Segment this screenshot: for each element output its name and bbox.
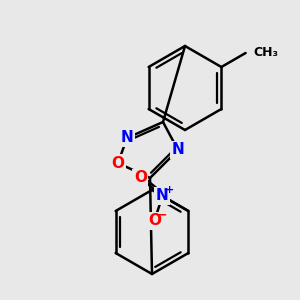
Text: O: O bbox=[134, 170, 147, 185]
Text: O: O bbox=[112, 155, 124, 170]
Text: N: N bbox=[172, 142, 184, 158]
Text: +: + bbox=[165, 185, 174, 195]
Text: CH₃: CH₃ bbox=[254, 46, 279, 59]
Text: O: O bbox=[148, 214, 161, 229]
Text: −: − bbox=[157, 208, 168, 221]
Text: N: N bbox=[121, 130, 134, 146]
Text: N: N bbox=[156, 188, 169, 203]
